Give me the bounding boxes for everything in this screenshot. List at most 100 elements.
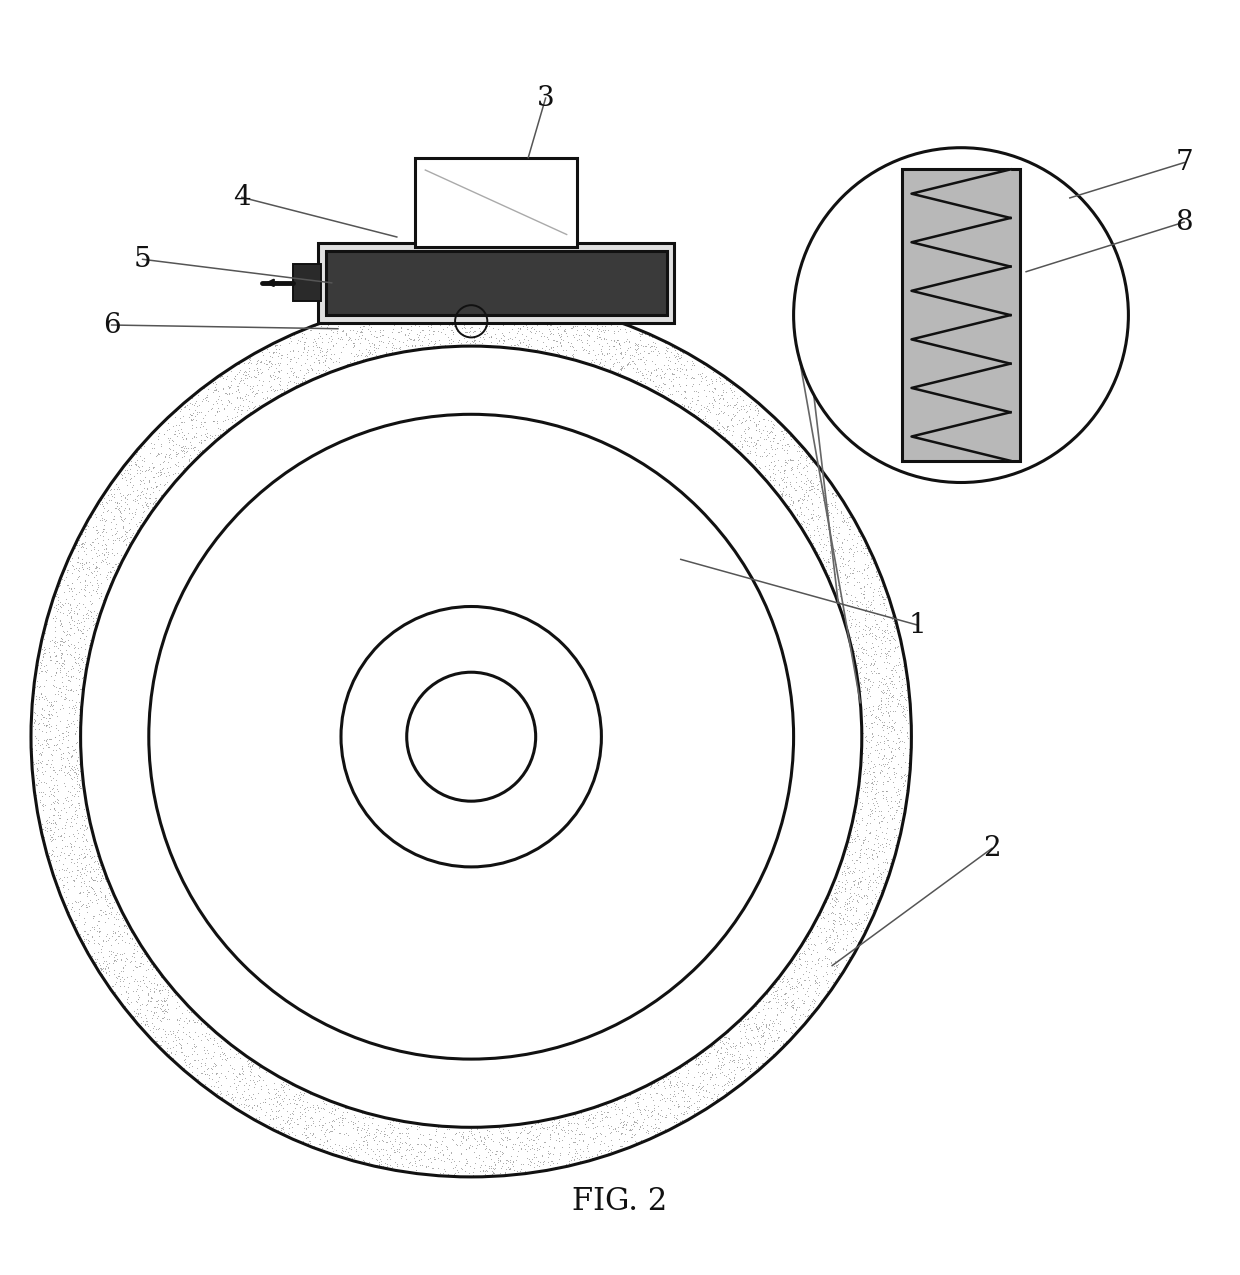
Point xyxy=(104,960,124,980)
Point xyxy=(836,877,856,898)
Point xyxy=(713,1080,733,1100)
Point xyxy=(796,448,816,468)
Point xyxy=(213,367,233,388)
Point xyxy=(748,414,768,435)
Point xyxy=(869,812,889,833)
Point xyxy=(195,1037,215,1057)
Point xyxy=(874,731,894,751)
Point xyxy=(114,509,134,529)
Point xyxy=(675,388,694,408)
Point xyxy=(156,975,176,996)
Point xyxy=(691,395,711,416)
Point xyxy=(140,979,160,1000)
Point xyxy=(451,1144,471,1164)
Point xyxy=(191,1012,211,1033)
Point xyxy=(453,1159,472,1179)
Point xyxy=(538,329,558,349)
Point xyxy=(159,437,179,458)
Point xyxy=(787,970,807,991)
Point xyxy=(131,495,151,515)
Point xyxy=(543,337,563,357)
Point xyxy=(579,1111,599,1131)
Point xyxy=(807,543,827,564)
Point xyxy=(712,1030,732,1051)
Point xyxy=(756,446,776,467)
Point xyxy=(486,1141,506,1162)
Point xyxy=(662,384,682,404)
Point xyxy=(267,1108,286,1128)
Point xyxy=(226,1066,246,1086)
Point xyxy=(630,1084,650,1104)
Point xyxy=(843,889,863,909)
Point xyxy=(699,374,719,394)
Point xyxy=(718,1039,738,1060)
Point xyxy=(69,530,89,551)
Point xyxy=(52,755,72,775)
Point xyxy=(284,1086,304,1107)
Point xyxy=(36,662,56,682)
Point xyxy=(77,923,97,944)
Point xyxy=(620,344,640,365)
Point xyxy=(836,584,856,604)
Point xyxy=(371,1121,391,1141)
Point xyxy=(579,1109,599,1130)
Point xyxy=(531,325,551,346)
Point xyxy=(162,1021,182,1042)
Point xyxy=(239,1099,259,1119)
Point xyxy=(863,774,883,794)
Point xyxy=(791,478,811,499)
Point xyxy=(82,564,102,584)
Point xyxy=(50,738,69,759)
Point xyxy=(776,993,796,1014)
Point xyxy=(66,891,86,912)
Point xyxy=(118,463,138,483)
Point xyxy=(844,842,864,862)
Point xyxy=(41,770,61,790)
Point xyxy=(599,1140,619,1160)
Point xyxy=(176,428,196,449)
Point xyxy=(496,1159,516,1179)
Point xyxy=(409,316,429,337)
Point xyxy=(724,1060,744,1080)
Point xyxy=(641,1105,661,1126)
Point xyxy=(93,551,113,571)
Point xyxy=(184,1051,203,1071)
Point xyxy=(159,446,179,467)
Point xyxy=(872,682,892,703)
Point xyxy=(188,432,208,453)
Point xyxy=(538,306,558,326)
Point xyxy=(775,997,795,1017)
Point xyxy=(62,775,82,796)
Point xyxy=(449,330,469,351)
Point xyxy=(88,575,108,595)
Point xyxy=(355,1127,374,1148)
Point xyxy=(95,492,115,513)
Point xyxy=(58,660,78,681)
Point xyxy=(784,492,804,513)
Point xyxy=(305,1127,325,1148)
Point xyxy=(357,346,377,366)
Point xyxy=(71,770,91,790)
Point xyxy=(702,368,722,389)
Point xyxy=(149,481,169,501)
Point xyxy=(206,1056,226,1076)
Point xyxy=(512,1118,532,1139)
Point xyxy=(295,370,315,390)
Point xyxy=(606,1090,626,1111)
Point xyxy=(606,1094,626,1114)
Point xyxy=(868,695,888,715)
Point xyxy=(822,889,842,909)
Point xyxy=(859,618,879,639)
Point xyxy=(260,347,280,367)
Point xyxy=(889,738,909,759)
Point xyxy=(666,381,686,402)
Point xyxy=(894,732,914,752)
Point xyxy=(553,1117,573,1137)
Point xyxy=(754,442,774,463)
Point xyxy=(763,1020,782,1040)
Point xyxy=(878,812,898,833)
Point xyxy=(197,427,217,448)
Point xyxy=(217,370,237,390)
Point xyxy=(456,334,476,354)
Point xyxy=(789,454,808,474)
